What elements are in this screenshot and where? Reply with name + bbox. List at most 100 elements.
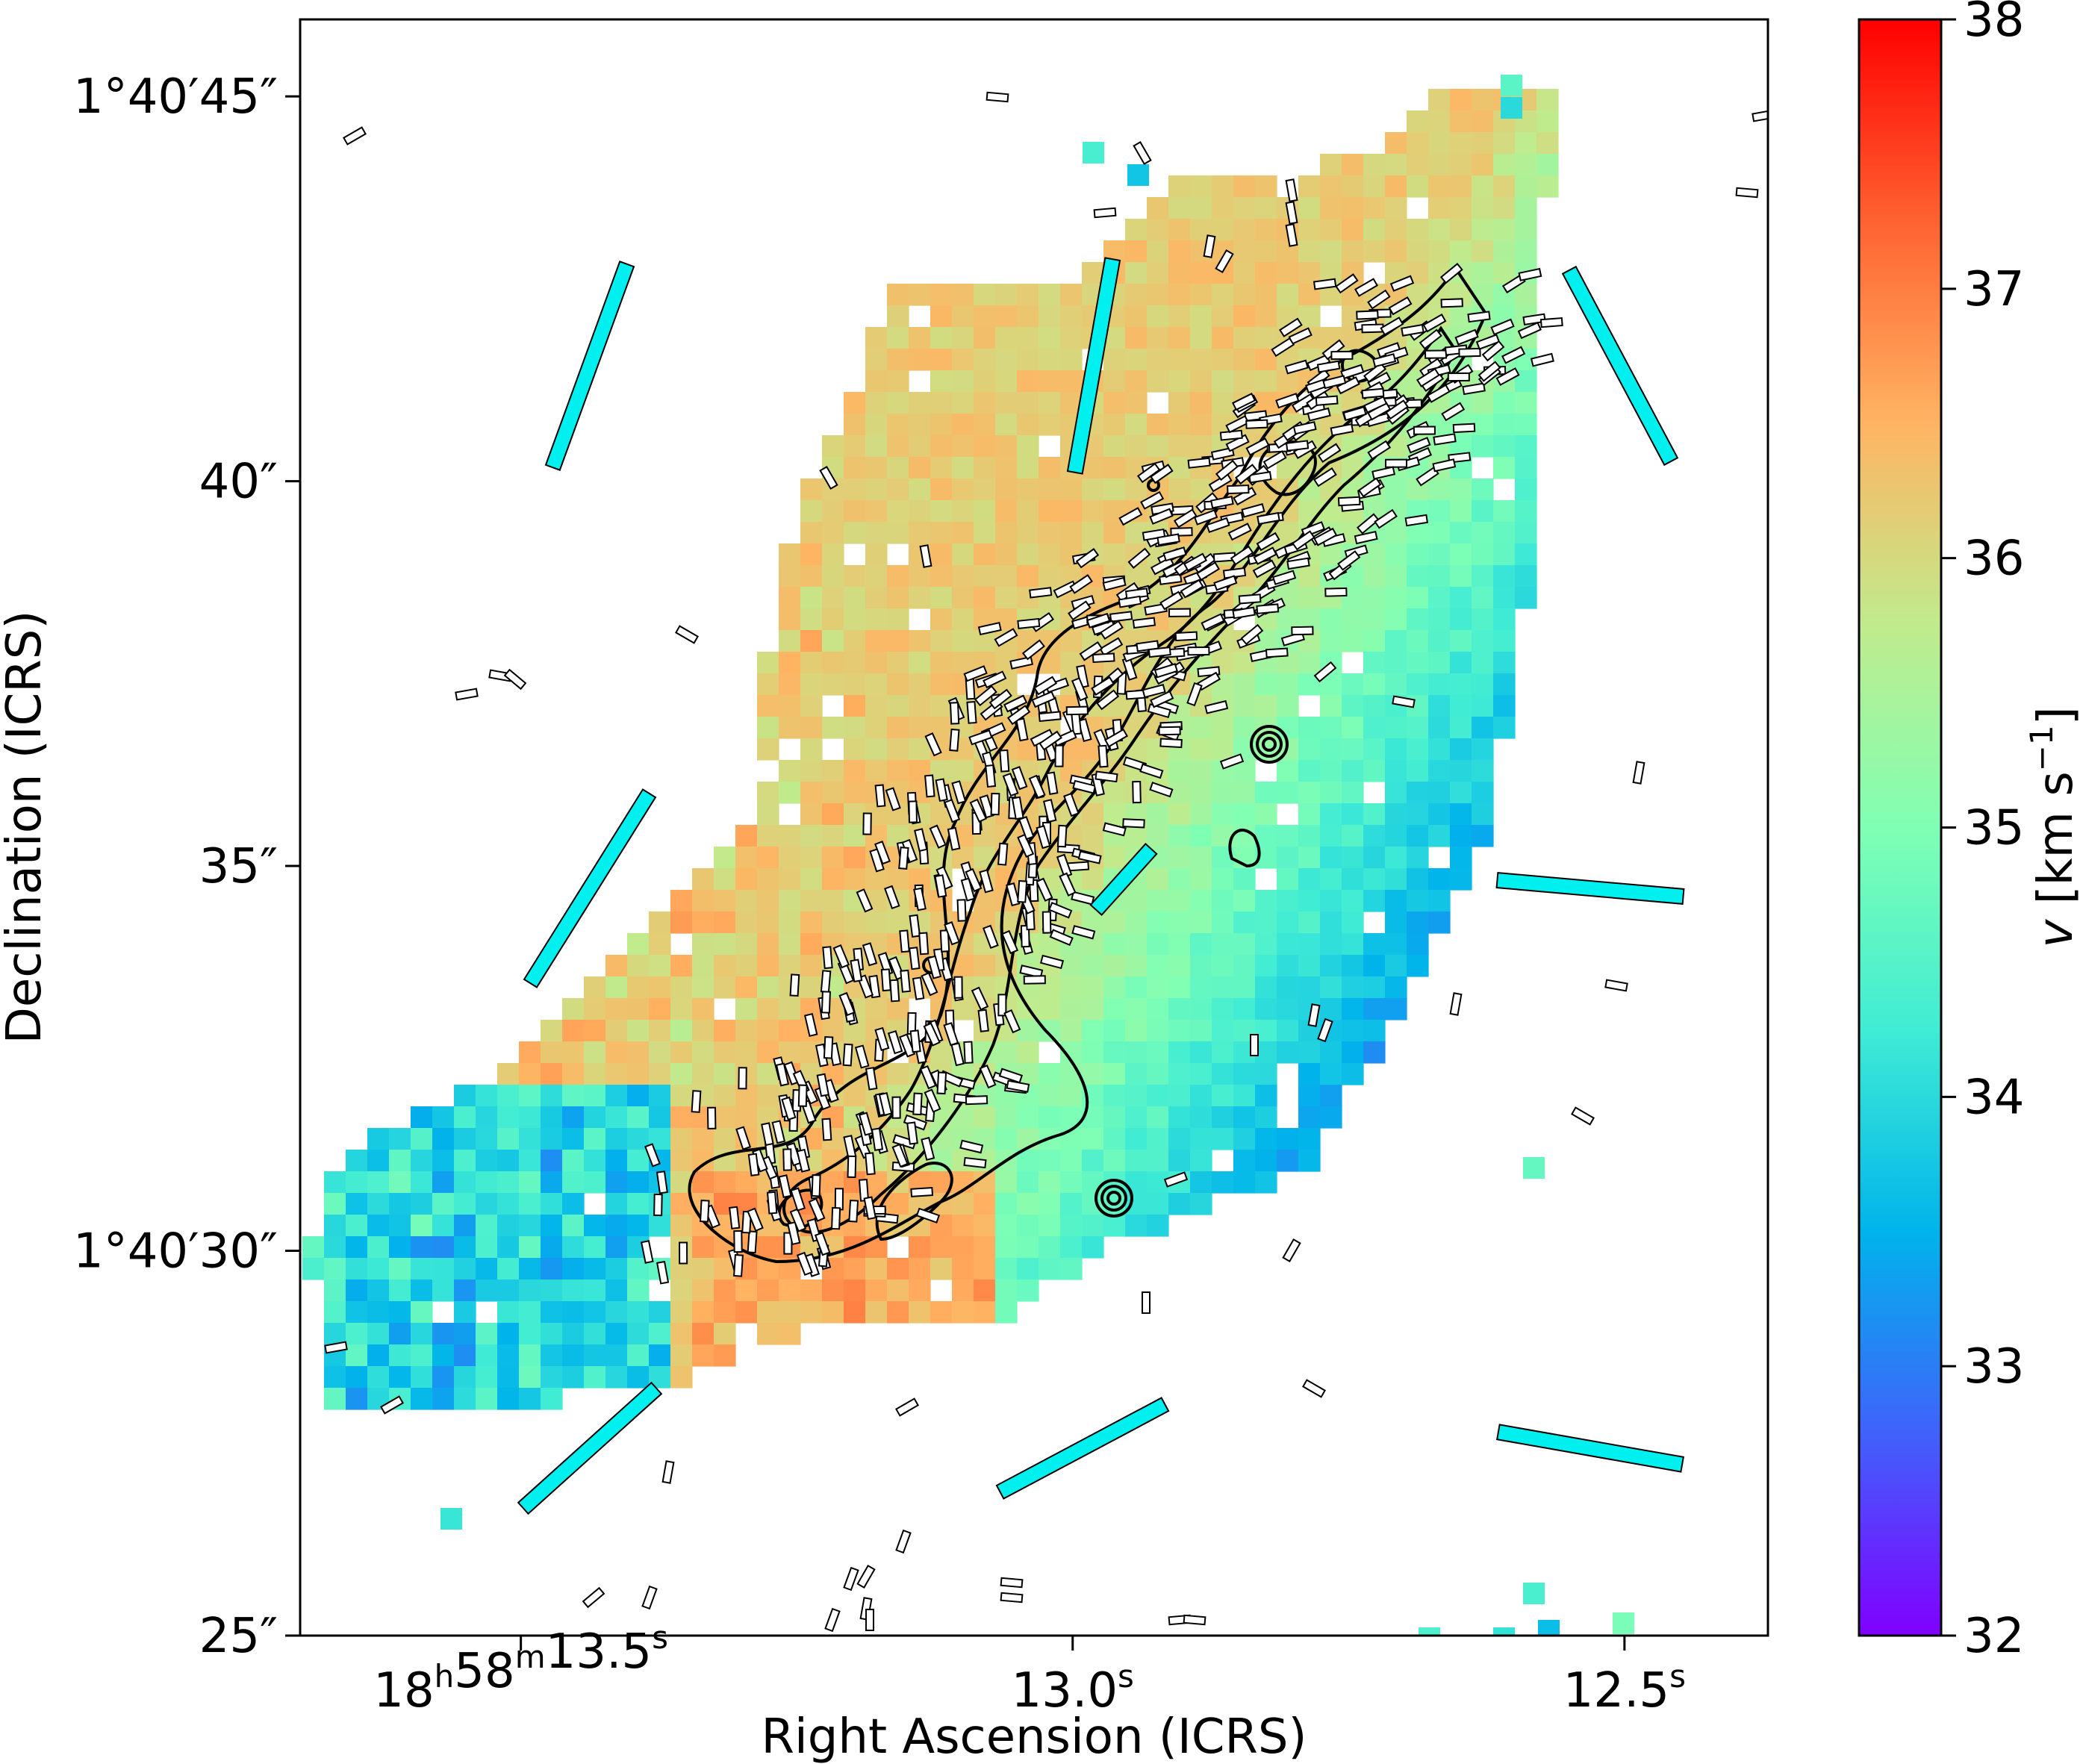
velocity-pixel: [454, 1171, 476, 1194]
polarization-segment: [1071, 925, 1096, 940]
velocity-pixel: [1082, 803, 1104, 826]
velocity-pixel: [1255, 305, 1277, 328]
velocity-pixel: [757, 717, 779, 739]
velocity-pixel: [411, 1323, 433, 1345]
velocity-pixel: [1363, 1041, 1386, 1064]
velocity-pixel: [1190, 262, 1212, 284]
intensity-contour: [1250, 725, 1289, 764]
velocity-pixel: [952, 1280, 974, 1302]
velocity-pixel: [887, 673, 909, 696]
velocity-pixel: [800, 803, 823, 826]
polarization-segment: [1140, 490, 1165, 510]
velocity-pixel: [1298, 911, 1321, 934]
velocity-pixel: [519, 1063, 541, 1085]
velocity-pixel: [757, 955, 779, 977]
velocity-pixel: [995, 911, 1018, 934]
velocity-pixel: [1168, 976, 1191, 999]
polarization-segment: [1307, 1003, 1321, 1027]
velocity-pixel: [1493, 522, 1516, 544]
velocity-pixel: [800, 782, 823, 804]
velocity-pixel: [822, 782, 844, 804]
polarization-segment: [1490, 318, 1515, 336]
velocity-pixel: [627, 1344, 650, 1367]
velocity-pixel: [649, 933, 671, 956]
velocity-pixel: [1407, 175, 1429, 198]
velocity-pixel: [1082, 825, 1104, 847]
velocity-pixel: [1017, 349, 1039, 371]
velocity-pixel: [432, 1388, 455, 1410]
polarization-segment: [979, 869, 994, 894]
velocity-pixel: [1125, 305, 1148, 328]
polarization-segment: [1183, 1614, 1206, 1626]
colorbar-tick-label: 35: [1964, 801, 2024, 856]
polarization-segment: [1271, 337, 1295, 358]
velocity-pixel: [1060, 976, 1083, 999]
velocity-pixel: [1017, 1171, 1039, 1194]
polarization-segment: [1097, 744, 1109, 768]
velocity-pixel: [432, 1236, 455, 1259]
polarization-segment: [1076, 664, 1089, 689]
velocity-pixel: [974, 414, 996, 436]
velocity-pixel: [454, 1301, 476, 1324]
velocity-pixel: [519, 1128, 541, 1150]
velocity-pixel: [930, 370, 953, 393]
velocity-pixel: [757, 803, 779, 826]
velocity-pixel: [800, 587, 823, 609]
velocity-pixel: [974, 349, 996, 371]
velocity-pixel: [1320, 738, 1342, 761]
polarization-segment: [1340, 364, 1365, 380]
velocity-pixel: [1103, 1085, 1126, 1107]
velocity-pixel: [887, 1193, 909, 1215]
velocity-pixel: [844, 435, 866, 458]
velocity-pixel: [541, 1344, 563, 1367]
velocity-pixel: [584, 1301, 606, 1324]
velocity-pixel: [1277, 911, 1299, 934]
velocity-pixel: [1103, 435, 1126, 458]
velocity-pixel: [1147, 240, 1169, 263]
velocity-pixel: [1168, 1020, 1191, 1042]
velocity-pixel: [1298, 1085, 1321, 1107]
velocity-pixel: [1385, 543, 1407, 566]
velocity-pixel: [1233, 370, 1256, 393]
velocity-pixel: [887, 349, 909, 371]
polarization-segment: [1422, 314, 1447, 333]
velocity-pixel: [541, 1041, 563, 1064]
velocity-pixel: [1060, 1258, 1083, 1280]
velocity-pixel: [1168, 392, 1191, 414]
velocity-pixel: [735, 1020, 758, 1042]
velocity-pixel: [519, 1388, 541, 1410]
velocity-pixel: [562, 1193, 585, 1215]
velocity-pixel: [1060, 479, 1083, 501]
polarization-segment: [1156, 533, 1180, 546]
polarization-segment: [1458, 347, 1481, 358]
polarization-segment: [1292, 421, 1317, 435]
velocity-pixel: [844, 522, 866, 544]
polarization-segment: [819, 466, 838, 490]
velocity-pixel: [1168, 911, 1191, 934]
polarization-segment: [963, 1041, 974, 1064]
velocity-pixel: [1407, 219, 1429, 241]
polarization-segment: [847, 1155, 857, 1179]
velocity-pixel: [1147, 1193, 1169, 1215]
polarization-segment: [856, 1565, 876, 1589]
polarization-segment: [1317, 1017, 1333, 1043]
velocity-pixel: [1428, 500, 1451, 523]
velocity-pixel: [1363, 890, 1386, 912]
velocity-pixel: [1298, 652, 1321, 674]
velocity-pixel: [1039, 565, 1061, 588]
polarization-segment: [821, 991, 831, 1014]
polarization-segment: [874, 1026, 890, 1051]
velocity-pixel: [952, 457, 974, 479]
velocity-pixel: [627, 1150, 650, 1172]
x-axis-label: Right Ascension (ICRS): [762, 1710, 1307, 1764]
polarization-segment: [1009, 655, 1034, 670]
velocity-pixel: [454, 1215, 476, 1237]
velocity-pixel: [1407, 652, 1429, 674]
velocity-pixel: [1147, 370, 1169, 393]
polarization-segment: [1023, 975, 1046, 985]
velocity-pixel: [1212, 1171, 1234, 1194]
velocity-pixel: [1147, 435, 1169, 458]
polarization-segment: [1118, 595, 1142, 608]
velocity-pixel: [995, 457, 1018, 479]
velocity-pixel: [865, 522, 888, 544]
